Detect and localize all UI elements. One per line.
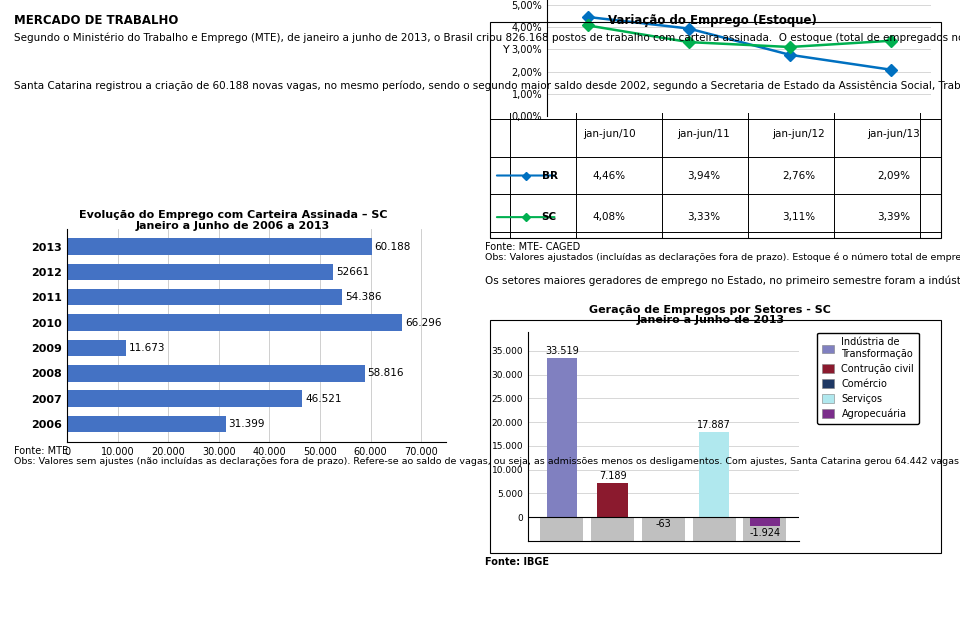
Bar [642,517,684,541]
Text: SC: SC [541,212,557,222]
Text: BR: BR [541,171,558,180]
Text: Janeiro a Junho de 2013: Janeiro a Junho de 2013 [636,315,784,325]
Text: 3,11%: 3,11% [782,212,815,222]
Text: MERCADO DE TRABALHO: MERCADO DE TRABALHO [14,14,179,27]
Bar [692,517,735,541]
Text: 54.386: 54.386 [345,292,381,302]
Text: Os setores maiores geradores de emprego no Estado, no primeiro semestre foram a : Os setores maiores geradores de emprego … [485,276,960,286]
Y-axis label: Y: Y [503,45,510,55]
Text: -63: -63 [656,519,671,529]
Bar [750,517,780,526]
Text: Janeiro a Junho de 2006 a 2013: Janeiro a Junho de 2006 a 2013 [135,221,330,231]
Text: Variação do Emprego (Estoque): Variação do Emprego (Estoque) [609,14,817,27]
Text: Evolução do Emprego com Carteira Assinada – SC: Evolução do Emprego com Carteira Assinad… [79,210,387,220]
Text: 46.521: 46.521 [305,394,342,404]
Text: 4,08%: 4,08% [592,212,626,222]
Text: 7.189: 7.189 [599,471,627,481]
Text: 2,09%: 2,09% [876,171,910,180]
Text: Fonte: MTE- CAGED: Fonte: MTE- CAGED [485,242,580,252]
Bar [67,289,342,305]
Bar [699,432,730,517]
Text: jan-jun/12: jan-jun/12 [772,129,825,139]
Bar [67,315,402,331]
Text: Fonte: IBGE: Fonte: IBGE [485,557,549,567]
Bar [591,517,635,541]
Text: jan-jun/11: jan-jun/11 [678,129,731,139]
Text: Santa Catarina registrou a criação de 60.188 novas vagas, no mesmo período, send: Santa Catarina registrou a criação de 60… [14,80,960,91]
Text: 66.296: 66.296 [405,318,442,328]
Text: 33.519: 33.519 [545,346,579,356]
Text: Fonte: MTE: Fonte: MTE [14,446,68,456]
Bar [67,340,126,356]
Text: Obs: Valores ajustados (incluídas as declarações fora de prazo). Estoque é o núm: Obs: Valores ajustados (incluídas as dec… [485,252,960,261]
Text: Segundo o Ministério do Trabalho e Emprego (MTE), de janeiro a junho de 2013, o : Segundo o Ministério do Trabalho e Empre… [14,32,960,43]
Text: Obs: Valores sem ajustes (não incluídas as declarações fora de prazo). Refere-se: Obs: Valores sem ajustes (não incluídas … [14,457,960,467]
Bar [67,365,365,381]
Text: 17.887: 17.887 [697,420,732,430]
Text: -1.924: -1.924 [750,528,780,538]
Text: 31.399: 31.399 [228,419,265,429]
Text: 3,39%: 3,39% [876,212,910,222]
Text: jan-jun/10: jan-jun/10 [583,129,636,139]
Text: Geração de Empregos por Setores - SC: Geração de Empregos por Setores - SC [589,305,831,315]
Bar [67,239,372,255]
Text: 4,46%: 4,46% [592,171,626,180]
Bar [67,391,302,407]
Text: 52661: 52661 [336,267,369,277]
Bar [67,416,226,432]
Bar [597,483,628,517]
Text: 11.673: 11.673 [129,343,165,353]
Bar [540,517,584,541]
Text: jan-jun/13: jan-jun/13 [867,129,920,139]
Legend: Indústria de
Transformação, Contrução civil, Comércio, Serviços, Agropecuária: Indústria de Transformação, Contrução ci… [817,332,919,424]
Bar [67,264,333,280]
Bar [743,517,786,541]
Text: 3,33%: 3,33% [687,212,721,222]
Text: 60.188: 60.188 [374,242,411,252]
Text: 2,76%: 2,76% [782,171,815,180]
Text: 3,94%: 3,94% [687,171,721,180]
Bar [546,358,577,517]
Text: 58.816: 58.816 [367,368,403,378]
